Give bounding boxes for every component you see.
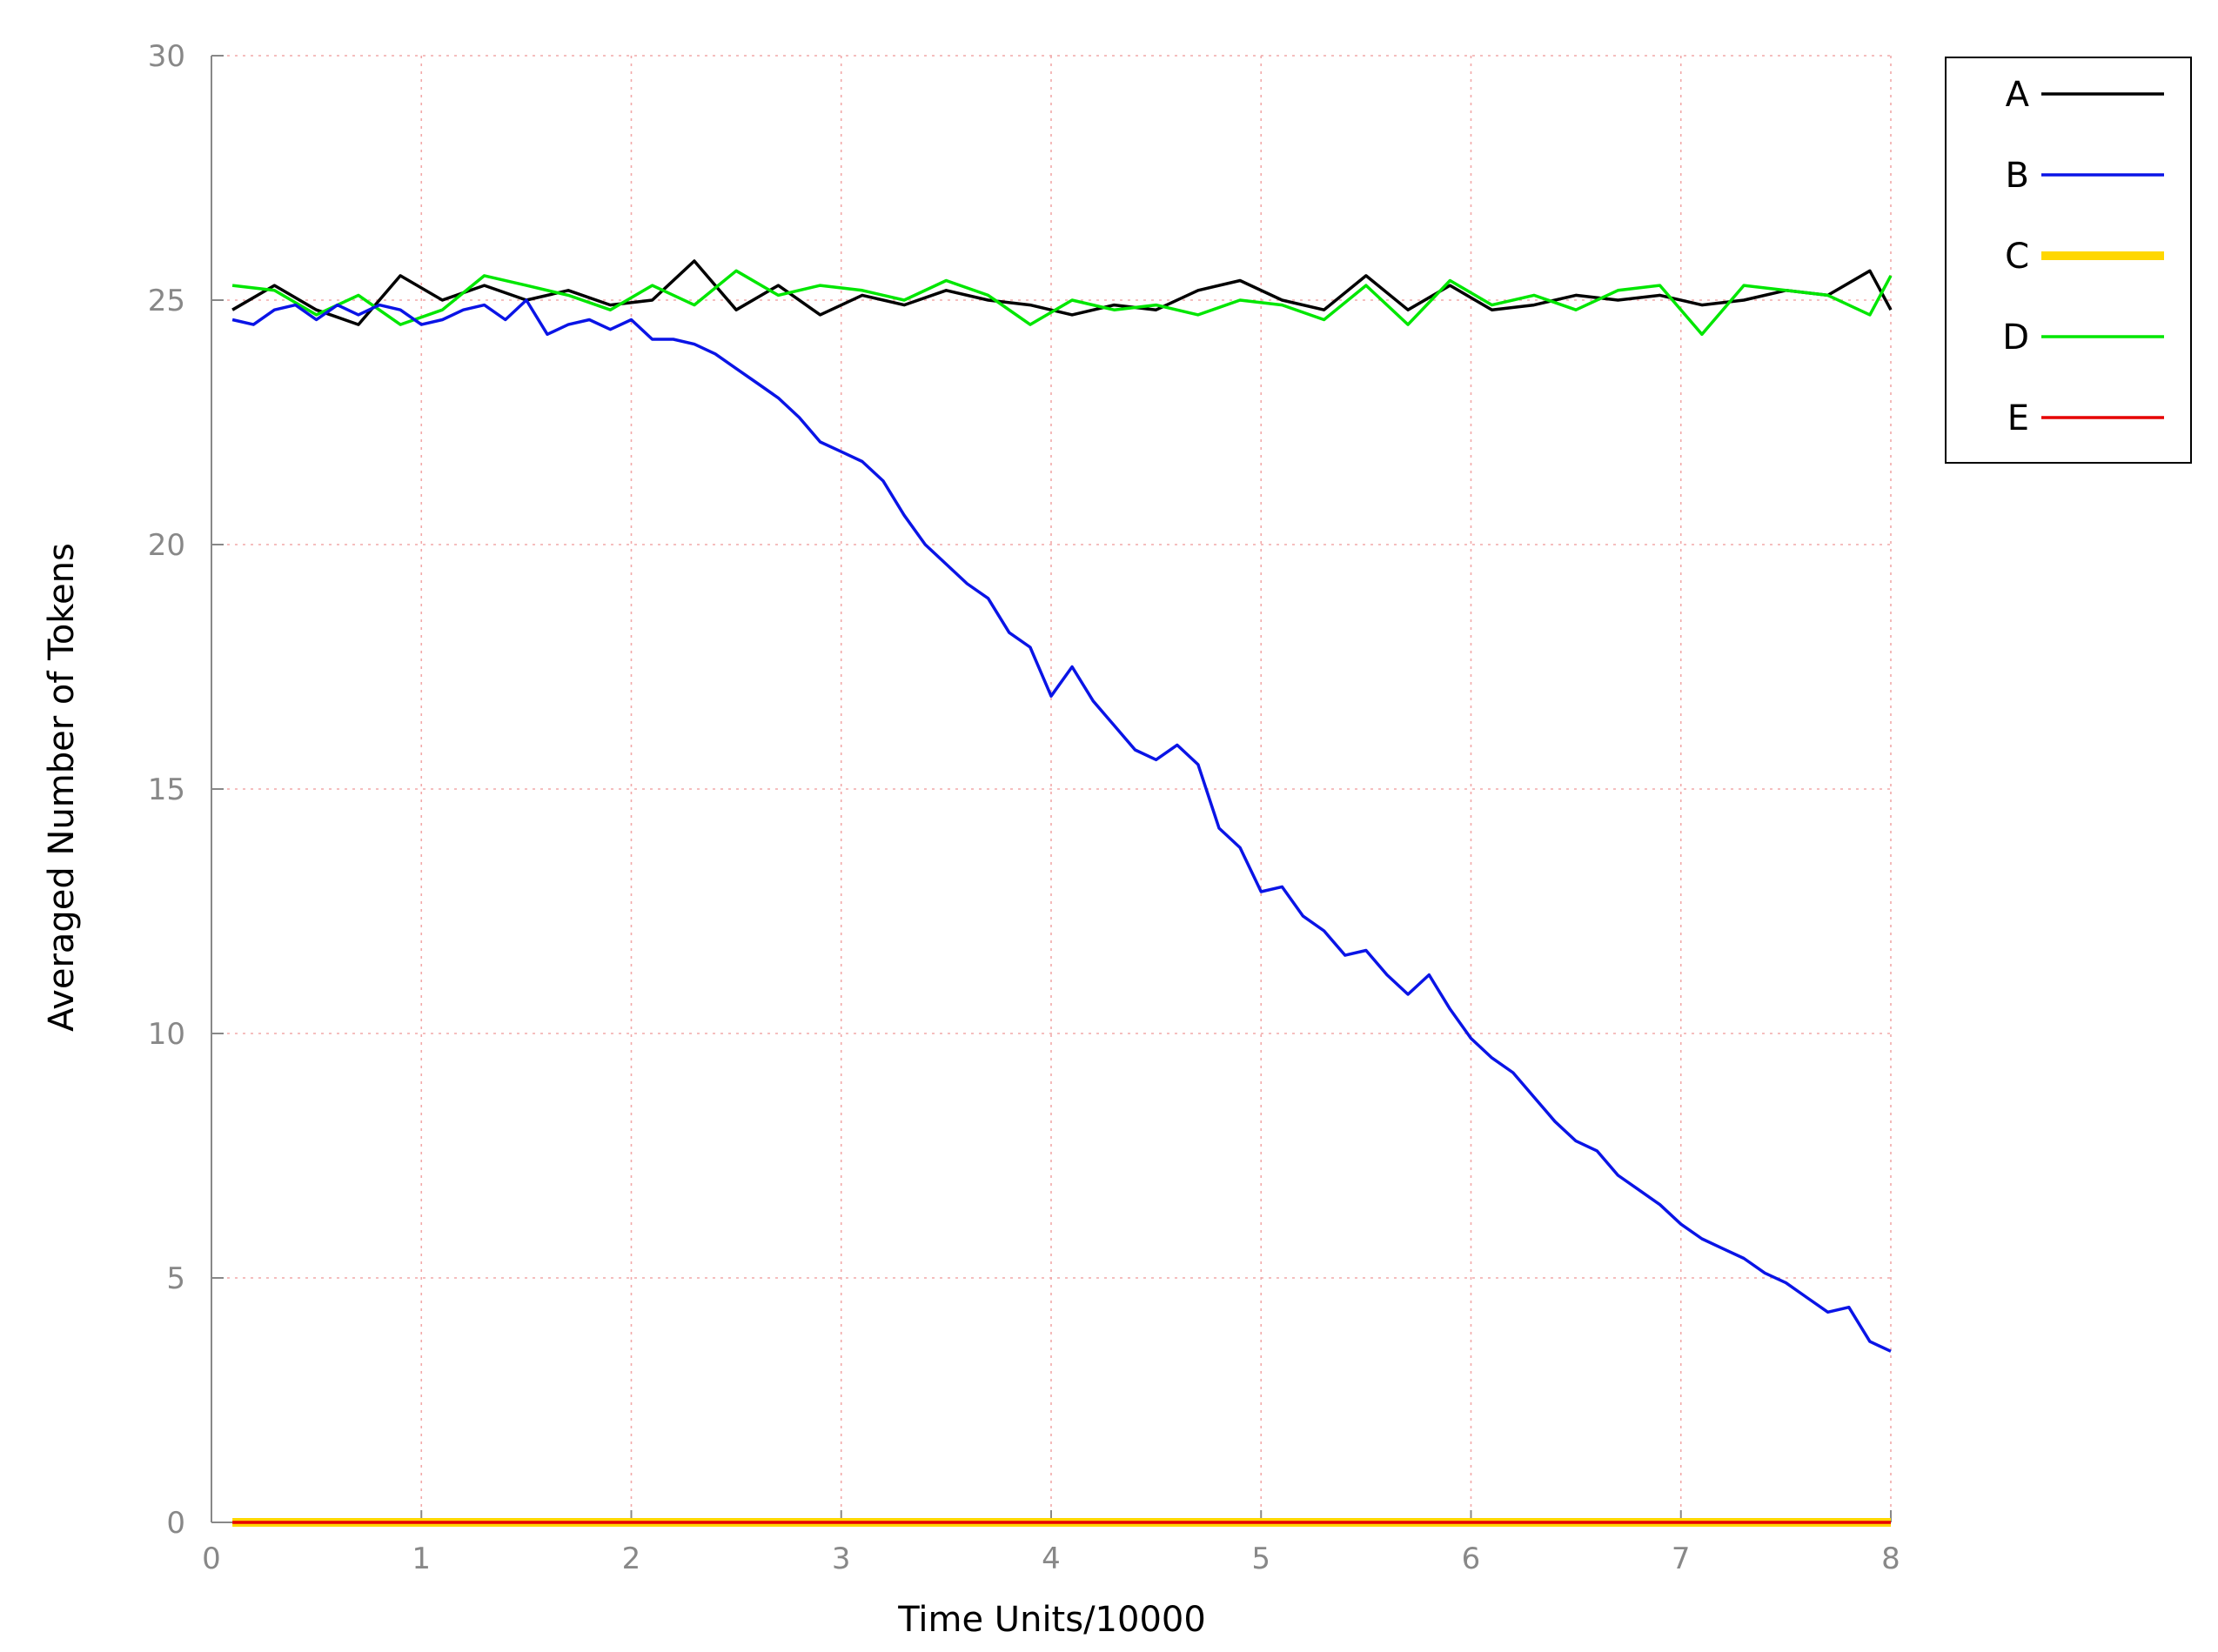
legend-label-e: E [2007,398,2029,438]
y-tick-label: 5 [166,1261,185,1296]
legend-label-b: B [2006,156,2029,196]
x-tick-label: 0 [202,1542,221,1576]
x-tick-label: 7 [1672,1542,1691,1576]
x-tick-label: 4 [1042,1542,1061,1576]
legend: A B C DE [1945,57,2192,464]
x-tick-label: 1 [412,1542,431,1576]
series-line-a [231,259,1893,326]
y-tick-label: 10 [148,1017,185,1052]
y-tick-label: 30 [148,39,185,74]
x-tick-label: 5 [1251,1542,1270,1576]
series-line-b [231,298,1892,1353]
legend-label-c: C [2005,237,2029,277]
x-tick-label: 8 [1881,1542,1900,1576]
y-tick-label: 15 [148,772,185,807]
tick-labels: 0 1 2 3 4 5 6 7 8 0 5 10 15 20 25 30 [148,39,1900,1576]
y-tick-label: 20 [148,528,185,563]
series-line-d [231,269,1893,337]
y-tick-label: 25 [148,284,185,318]
x-tick-label: 3 [832,1542,851,1576]
x-tick-label: 6 [1462,1542,1481,1576]
x-axis-title: Time Units/10000 [897,1600,1206,1640]
series-lines [231,259,1893,1527]
grid [211,55,1892,1522]
legend-label-a: A [2006,75,2030,115]
x-tick-label: 2 [622,1542,641,1576]
y-tick-label: 0 [166,1506,185,1541]
y-axis-title: Averaged Number of Tokens [42,543,82,1032]
legend-label-d: D [2002,318,2029,358]
